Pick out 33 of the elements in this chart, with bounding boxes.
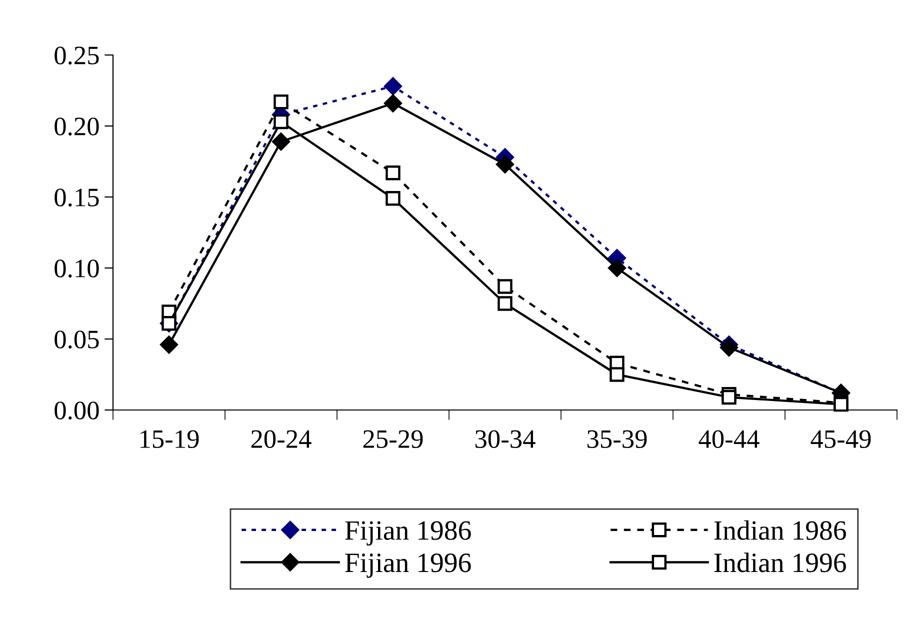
point bbox=[274, 114, 288, 130]
point bbox=[272, 132, 290, 151]
x-tick-label: 15-19 bbox=[140, 430, 199, 448]
x-tick-label: 25-29 bbox=[363, 430, 423, 448]
y-tick-label: 0.20 bbox=[54, 118, 99, 136]
point bbox=[384, 94, 402, 112]
x-tick-label: 30-34 bbox=[475, 430, 536, 448]
point bbox=[498, 279, 512, 294]
y-tick-label: 0.00 bbox=[54, 402, 99, 420]
x-tick-label: 20-24 bbox=[251, 430, 312, 448]
point bbox=[498, 296, 512, 311]
legend-label: Fijian 1986 bbox=[345, 521, 471, 546]
point bbox=[610, 367, 624, 382]
point bbox=[162, 316, 176, 331]
y-tick-label: 0.10 bbox=[54, 260, 99, 278]
x-tick-label: 40-44 bbox=[698, 430, 760, 448]
point bbox=[608, 259, 626, 277]
point bbox=[274, 94, 288, 110]
y-tick-label: 0.25 bbox=[54, 46, 99, 65]
legend-label: Indian 1986 bbox=[714, 520, 846, 540]
y-tick-label: 0.05 bbox=[54, 330, 99, 349]
point bbox=[722, 390, 736, 405]
y-tick-label: 0.15 bbox=[54, 188, 99, 207]
legend-label: Indian 1996 bbox=[714, 552, 846, 572]
x-tick-label: 45-49 bbox=[810, 430, 871, 448]
point bbox=[386, 191, 400, 206]
x-tick-label: 35-39 bbox=[587, 430, 647, 448]
point bbox=[384, 77, 402, 96]
point bbox=[386, 166, 400, 180]
point bbox=[160, 336, 178, 354]
legend-label: Fijian 1996 bbox=[345, 554, 471, 578]
point bbox=[720, 338, 738, 356]
point bbox=[496, 155, 514, 174]
